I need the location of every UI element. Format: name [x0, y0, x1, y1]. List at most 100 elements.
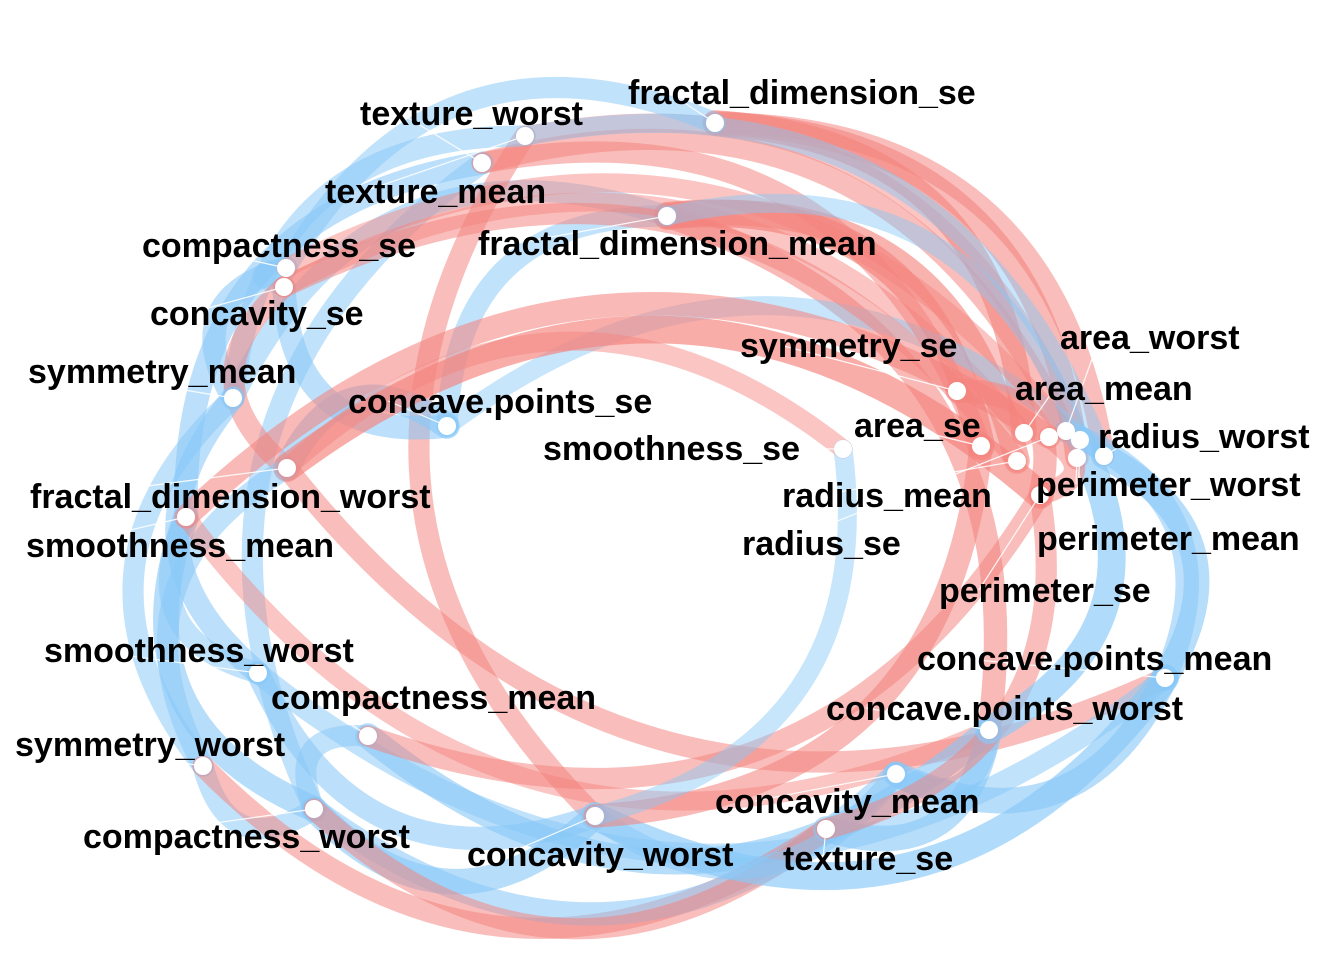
label-texture-mean: texture_mean [325, 173, 546, 211]
leader-fractal-dimension-worst [69, 467, 288, 497]
node-radius-mean[interactable] [1008, 452, 1026, 470]
node-area-worst[interactable] [1057, 422, 1075, 440]
label-concavity-se: concavity_se [150, 295, 364, 333]
leader-smoothness-se [582, 447, 844, 450]
label-layer: texture_worst fractal_dimension_setexture… [15, 74, 1310, 878]
node-fractal-dimension-worst[interactable] [278, 459, 296, 477]
node-compactness-se[interactable] [277, 259, 295, 277]
node-texture-se[interactable] [817, 820, 835, 838]
label-concave-points-worst: concave.points_worst [826, 690, 1183, 728]
leader-symmetry-se [779, 344, 958, 392]
edge-fractal-dimension-worst-to-concave-points-mean [276, 457, 1176, 773]
node-compactness-worst[interactable] [305, 800, 323, 818]
label-texture-se: texture_se [783, 840, 953, 878]
label-fractal-dimension-se: fractal_dimension_se [628, 74, 976, 112]
node-symmetry-worst[interactable] [194, 757, 212, 775]
node-concavity-mean[interactable] [887, 765, 905, 783]
edge-area-se-to-texture-worst [471, 141, 992, 457]
edge-smoothness-se-to-fractal-dimension-worst [277, 331, 853, 478]
node-concave-points-mean[interactable] [1156, 669, 1174, 687]
leader-radius-se [781, 436, 1050, 544]
node-symmetry-se[interactable] [948, 382, 966, 400]
edge-texture-mean-to-concavity-worst [408, 125, 606, 827]
leader-area-worst [1065, 336, 1101, 432]
node-radius-se[interactable] [1040, 428, 1058, 446]
label-fractal-dimension-mean: fractal_dimension_mean [478, 225, 877, 263]
edge-compactness-se-to-fractal-dimension-se [275, 76, 726, 279]
leader-compactness-se [181, 244, 287, 269]
label-compactness-se: compactness_se [142, 227, 416, 265]
node-concave-points-worst[interactable] [980, 721, 998, 739]
leader-perimeter-se [978, 494, 1041, 591]
edge-area-worst-to-compactness-se [276, 173, 1076, 441]
edge-radius-mean-to-concavity-se [273, 202, 1028, 472]
node-smoothness-worst[interactable] [249, 664, 267, 682]
node-compactness-mean[interactable] [359, 727, 377, 745]
label-compactness-mean: compactness_mean [271, 679, 596, 717]
edge-compactness-se-to-symmetry-mean [202, 256, 298, 410]
edge-fractal-dimension-worst-to-perimeter-se [273, 315, 1054, 509]
node-radius-worst[interactable] [1095, 447, 1113, 465]
leader-perimeter-mean [1076, 439, 1081, 539]
label-radius-mean: radius_mean [782, 477, 992, 515]
edge-perimeter-mean-to-fractal-dimension-mean [657, 193, 1090, 450]
label-symmetry-mean: symmetry_mean [28, 353, 296, 391]
node-smoothness-mean[interactable] [177, 508, 195, 526]
leader-concave-points-mean [956, 657, 1166, 679]
label-symmetry-se: symmetry_se [740, 327, 957, 365]
leader-compactness-worst [122, 808, 315, 837]
edge-concavity-worst-to-area-se [583, 434, 993, 828]
leader-texture-mean [364, 135, 526, 192]
leader-compactness-mean [310, 696, 369, 737]
label-area-worst: area_worst [1060, 319, 1240, 357]
leader-concavity-se [189, 286, 285, 314]
label-concave-points-mean: concave.points_mean [917, 640, 1272, 678]
label-smoothness-worst: smoothness_worst [44, 632, 354, 670]
edge-concave-points-worst-to-perimeter-mean [975, 426, 1126, 744]
label-concavity-mean: concavity_mean [715, 783, 980, 821]
leader-concave-points-se [387, 400, 448, 427]
leader-texture-worst [399, 112, 483, 164]
label-concave-points-se: concave.points_se [348, 383, 652, 421]
node-texture-mean[interactable] [516, 127, 534, 145]
leader-area-mean [1023, 387, 1056, 434]
leader-symmetry-mean [67, 370, 234, 399]
edge-fractal-dimension-se-to-radius-worst [704, 112, 1115, 467]
label-area-se: area_se [854, 407, 981, 445]
leader-concavity-worst [506, 815, 596, 855]
node-fractal-dimension-se[interactable] [706, 114, 724, 132]
label-perimeter-worst: perimeter_worst [1036, 466, 1301, 504]
node-concavity-se[interactable] [275, 278, 293, 296]
edge-texture-se-to-concave-points-worst [813, 717, 1002, 852]
node-concave-points-se[interactable] [438, 417, 456, 435]
node-texture-worst[interactable] [473, 154, 491, 172]
edge-symmetry-mean-to-symmetry-worst [122, 387, 244, 777]
leader-area-se [893, 424, 982, 447]
label-perimeter-se: perimeter_se [939, 572, 1151, 610]
edge-smoothness-se-to-concavity-worst [585, 439, 857, 826]
node-perimeter-mean[interactable] [1071, 431, 1089, 449]
node-perimeter-se[interactable] [1031, 486, 1049, 504]
label-area-mean: area_mean [1015, 370, 1193, 408]
label-smoothness-se: smoothness_se [543, 430, 800, 468]
label-concavity-worst: concavity_worst [467, 836, 733, 874]
leader-smoothness-mean [65, 516, 187, 546]
node-perimeter-worst[interactable] [1068, 449, 1086, 467]
node-area-se[interactable] [972, 437, 990, 455]
leader-concave-points-worst [865, 707, 990, 731]
node-symmetry-mean[interactable] [224, 389, 242, 407]
node-concavity-worst[interactable] [586, 807, 604, 825]
label-fractal-dimension-worst: fractal_dimension_worst [30, 478, 431, 516]
edge-smoothness-mean-to-smoothness-worst [158, 506, 269, 684]
node-smoothness-se[interactable] [834, 440, 852, 458]
label-radius-worst: radius_worst [1098, 418, 1310, 456]
leader-concavity-mean [754, 773, 897, 802]
node-area-mean[interactable] [1015, 424, 1033, 442]
edge-concave-points-se-to-radius-worst [437, 296, 1114, 466]
label-texture-worst: texture_worst [360, 95, 583, 133]
node-layer [54, 91, 1174, 859]
label-compactness-worst: compactness_worst [83, 818, 410, 856]
leader-fractal-dimension-se [667, 91, 716, 124]
edge-radius-worst-to-texture-mean [515, 113, 1114, 466]
node-fractal-dimension-mean[interactable] [658, 207, 676, 225]
